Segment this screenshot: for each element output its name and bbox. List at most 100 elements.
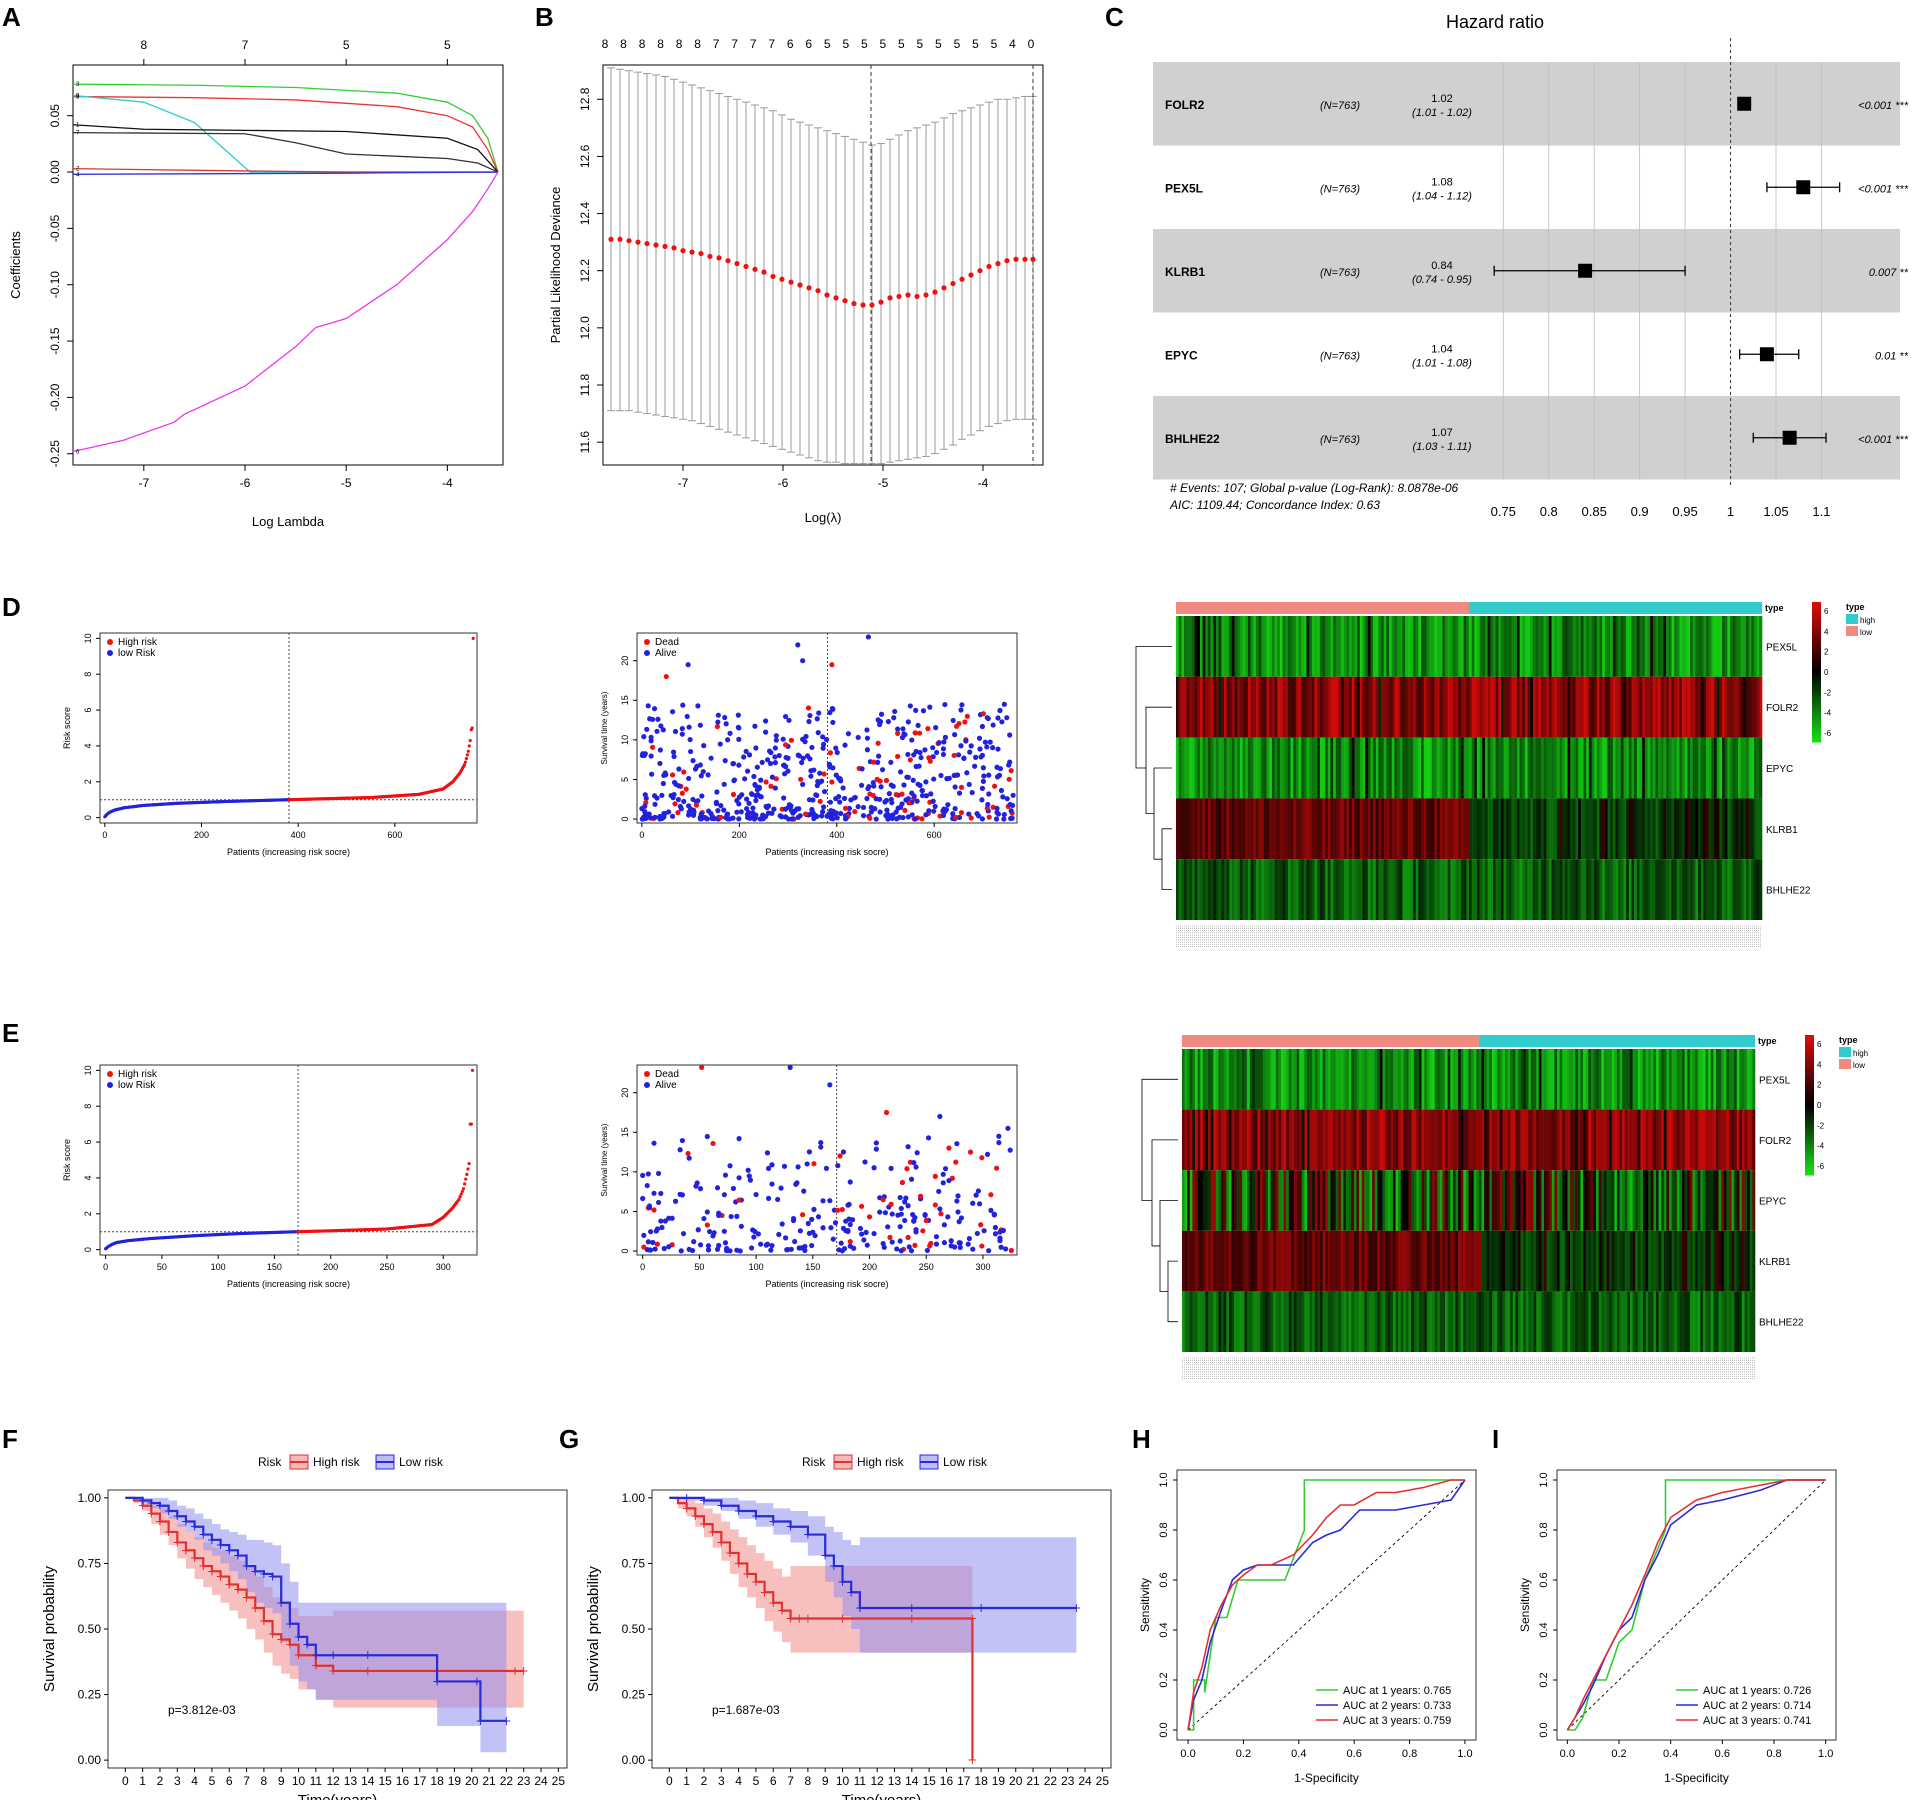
heatmap-cell <box>1405 676 1409 738</box>
y-tick-label: 0.50 <box>78 1622 102 1636</box>
heatmap-cell <box>1299 1230 1303 1292</box>
alive-patient-point <box>818 1144 824 1150</box>
alive-patient-point <box>726 816 733 822</box>
heatmap-cell <box>1400 1170 1404 1231</box>
heatmap-cell <box>1528 1109 1532 1171</box>
heatmap-cell <box>1395 1109 1399 1171</box>
heatmap-cell <box>1458 737 1462 799</box>
heatmap-cell <box>1596 676 1600 738</box>
heatmap-cell <box>1460 1109 1464 1171</box>
alive-patient-point <box>652 1246 658 1252</box>
heatmap-cell <box>1498 798 1502 860</box>
heatmap-cell <box>1445 859 1448 920</box>
dendrogram-branch <box>1145 706 1172 814</box>
alive-patient-point <box>984 744 990 750</box>
heatmap-cell <box>1262 1230 1266 1292</box>
heatmap-cell <box>1293 676 1297 738</box>
x-axis-title: Patients (increasing risk socre) <box>227 847 350 857</box>
heatmap-cell <box>1314 1291 1318 1352</box>
heatmap-cell <box>1346 1049 1349 1110</box>
legend-marker-alive <box>644 1082 650 1088</box>
heatmap-cell <box>1471 616 1475 677</box>
heatmap-cell <box>1213 798 1217 860</box>
alive-patient-point <box>659 1224 665 1231</box>
alive-patient-point <box>651 793 658 799</box>
alive-patient-point <box>764 1150 771 1156</box>
alive-patient-point <box>880 1240 886 1247</box>
alive-patient-point <box>746 800 752 806</box>
heatmap-cell <box>1507 1170 1511 1231</box>
heatmap-cell <box>1471 798 1475 860</box>
alive-patient-point <box>744 806 750 812</box>
heatmap-cell <box>1357 798 1361 860</box>
heatmap-cell <box>1676 1291 1680 1352</box>
alive-patient-point <box>906 1244 912 1250</box>
heatmap-cell <box>1653 1049 1657 1110</box>
heatmap-cell <box>1731 1230 1735 1292</box>
heatmap-cell <box>1700 737 1704 799</box>
heatmap-cell <box>1239 1291 1243 1352</box>
heatmap-cell <box>1578 737 1582 799</box>
legend-swatch-high <box>1839 1047 1851 1057</box>
alive-patient-point <box>642 792 648 798</box>
color-scale-step <box>1812 735 1821 739</box>
heatmap-cell <box>1197 798 1201 860</box>
heatmap-cell <box>1403 1230 1407 1292</box>
alive-patient-point <box>775 1196 781 1203</box>
deviance-point <box>833 295 839 301</box>
heatmap-cell <box>1176 737 1179 799</box>
heatmap-cell <box>1418 676 1422 738</box>
heatmap-cell <box>1434 1109 1438 1171</box>
dead-patient-point <box>988 1192 994 1198</box>
alive-patient-point <box>819 813 825 819</box>
heatmap-cell <box>1684 798 1688 860</box>
y-tick-label: 0.25 <box>78 1688 102 1702</box>
heatmap-cell <box>1674 616 1678 677</box>
heatmap-cell <box>1632 1291 1636 1352</box>
color-scale-step <box>1805 1143 1814 1148</box>
dead-patient-point <box>835 1207 841 1213</box>
heatmap-cell <box>1340 1049 1344 1110</box>
heatmap-cell <box>1319 676 1323 738</box>
heatmap-cell <box>1580 737 1584 799</box>
heatmap-cell <box>1455 1291 1459 1352</box>
heatmap-cell <box>1254 1230 1258 1292</box>
x-tick-label: 19 <box>992 1774 1006 1788</box>
heatmap-cell <box>1301 1109 1305 1171</box>
heatmap-cell <box>1671 676 1675 738</box>
sample-size: (N=763) <box>1320 100 1360 112</box>
heatmap-cell <box>1698 859 1702 920</box>
confidence-band-low <box>125 1497 507 1753</box>
x-tick-label: 0.6 <box>1347 1748 1362 1760</box>
heatmap-cell <box>1743 859 1747 920</box>
heatmap-cell <box>1658 1049 1662 1110</box>
heatmap-cell <box>1476 859 1480 920</box>
heatmap-cell <box>1604 798 1608 860</box>
heatmap-cell <box>1615 616 1619 677</box>
high-risk-point <box>459 1192 463 1196</box>
heatmap-cell <box>1413 676 1417 738</box>
heatmap-cell <box>1353 1170 1357 1231</box>
x-tick-label: 19 <box>448 1774 462 1788</box>
legend-label: Low risk <box>399 1455 444 1469</box>
heatmap-cell <box>1532 798 1536 860</box>
p-value-label: p=3.812e-03 <box>168 1703 236 1717</box>
alive-patient-point <box>830 719 836 726</box>
heatmap-cell <box>1359 676 1363 738</box>
heatmap-cell <box>1632 1170 1636 1231</box>
heatmap-cell <box>1223 676 1227 738</box>
heatmap-cell <box>1186 798 1190 860</box>
heatmap-cell <box>1394 616 1398 677</box>
heatmap-cell <box>1706 737 1710 799</box>
heatmap-cell <box>1508 676 1512 738</box>
heatmap-cell <box>1575 616 1579 677</box>
heatmap-cell <box>1692 616 1696 677</box>
heatmap-cell <box>1679 616 1683 677</box>
heatmap-cell <box>1327 616 1331 677</box>
alive-patient-point <box>739 792 745 798</box>
heatmap-cell <box>1669 1109 1672 1171</box>
heatmap-cell <box>1546 1170 1550 1231</box>
heatmap-cell <box>1349 616 1353 677</box>
heatmap-cell <box>1538 737 1542 799</box>
heatmap-cell <box>1221 737 1225 799</box>
